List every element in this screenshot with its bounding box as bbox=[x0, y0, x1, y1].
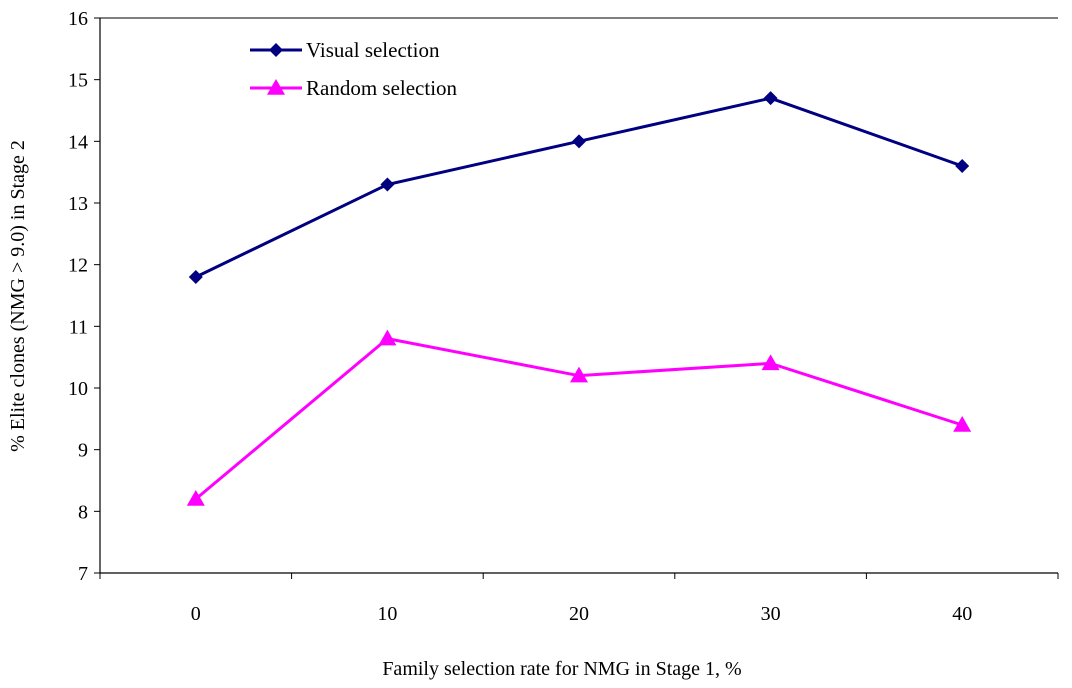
y-tick-label: 8 bbox=[78, 501, 88, 523]
x-tick-label: 0 bbox=[191, 603, 201, 625]
series-random-selection bbox=[186, 329, 972, 506]
chart-legend: Visual selection Random selection bbox=[250, 38, 458, 100]
y-tick-label: 15 bbox=[68, 70, 88, 92]
legend-item-random-selection: Random selection bbox=[250, 76, 458, 100]
data-point-random-selection bbox=[761, 354, 780, 371]
data-point-visual-selection bbox=[188, 270, 203, 284]
x-tick-label: 10 bbox=[377, 603, 397, 625]
series-line-random-selection bbox=[194, 337, 963, 501]
data-point-random-selection bbox=[378, 329, 397, 346]
data-point-visual-selection bbox=[572, 134, 586, 149]
y-tick-label: 10 bbox=[68, 378, 88, 400]
x-tick-label: 20 bbox=[569, 603, 589, 625]
series-line-visual-selection bbox=[195, 96, 963, 279]
x-tick-label: 30 bbox=[761, 603, 781, 625]
y-tick-label: 11 bbox=[69, 316, 88, 338]
x-axis-title: Family selection rate for NMG in Stage 1… bbox=[382, 658, 741, 680]
y-tick-label: 7 bbox=[78, 563, 88, 585]
diamond-marker-icon bbox=[269, 43, 283, 57]
data-point-visual-selection bbox=[380, 177, 395, 192]
chart-axes: 7 8 9 10 11 12 13 14 15 16 0 10 20 30 40 bbox=[68, 8, 1059, 625]
legend-label: Visual selection bbox=[306, 38, 440, 62]
legend-item-visual-selection: Visual selection bbox=[250, 38, 440, 62]
y-tick-label: 13 bbox=[68, 193, 88, 215]
series-visual-selection bbox=[188, 91, 970, 284]
legend-label: Random selection bbox=[306, 76, 458, 100]
y-axis-title: % Elite clones (NMG > 9.0) in Stage 2 bbox=[7, 140, 29, 452]
data-point-visual-selection bbox=[955, 159, 970, 173]
y-tick-label: 14 bbox=[68, 131, 88, 153]
y-tick-label: 16 bbox=[68, 8, 88, 30]
data-point-random-selection bbox=[953, 416, 972, 432]
data-point-random-selection bbox=[186, 490, 205, 506]
data-point-random-selection bbox=[570, 366, 588, 383]
y-tick-label: 9 bbox=[78, 440, 88, 462]
x-tick-label: 40 bbox=[952, 603, 972, 625]
triangle-marker-icon bbox=[267, 79, 285, 95]
y-tick-label: 12 bbox=[68, 255, 88, 277]
data-point-visual-selection bbox=[763, 91, 778, 106]
chart-series bbox=[186, 91, 972, 506]
